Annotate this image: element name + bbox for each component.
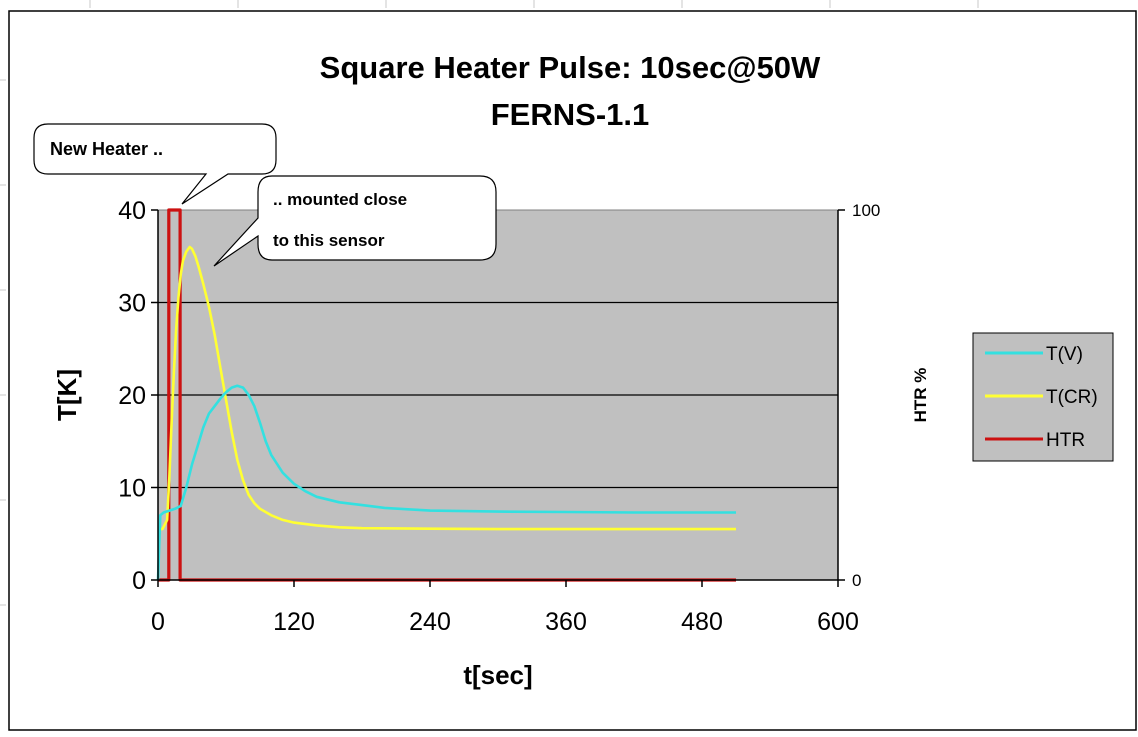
callout-mounted-close-line1: .. mounted close xyxy=(273,190,407,209)
x-tick-label: 480 xyxy=(681,608,723,636)
x-tick-label: 360 xyxy=(545,608,587,636)
callout-new-heater: New Heater .. xyxy=(33,123,277,205)
y-tick-label: 30 xyxy=(118,290,146,318)
y-tick-label: 20 xyxy=(118,382,146,410)
legend-label-htr: HTR xyxy=(1046,430,1085,451)
legend-label-tv: T(V) xyxy=(1046,344,1083,365)
x-tick-label: 120 xyxy=(273,608,315,636)
series-tcr-line xyxy=(158,245,736,531)
legend-label-tcr: T(CR) xyxy=(1046,387,1098,408)
callout-mounted-close-line2: to this sensor xyxy=(273,231,385,250)
x-tick-label: 600 xyxy=(817,608,859,636)
x-tick-label: 0 xyxy=(151,608,165,636)
callout-mounted-close-bubble xyxy=(213,175,497,267)
y-tick-label: 40 xyxy=(118,197,146,225)
gridlines xyxy=(158,301,838,489)
chart-subtitle: FERNS-1.1 xyxy=(491,97,649,132)
callout-mounted-close: .. mounted close to this sensor xyxy=(213,175,497,267)
y2-axis-title: HTR % xyxy=(911,368,930,423)
callout-new-heater-bubble xyxy=(33,123,277,205)
legend: T(V) T(CR) HTR xyxy=(972,332,1114,462)
chart-title: Square Heater Pulse: 10sec@50W xyxy=(320,50,821,85)
x-axis-title: t[sec] xyxy=(463,660,532,690)
y-axis-title: T[K] xyxy=(52,369,82,421)
axes: 0 10 20 30 40 0 100 0 120 240 360 480 600 xyxy=(118,197,880,636)
x-tick-label: 240 xyxy=(409,608,451,636)
y2-tick-label: 100 xyxy=(852,201,880,220)
y-tick-label: 10 xyxy=(118,475,146,503)
y2-tick-label: 0 xyxy=(852,571,861,590)
series-tv-line xyxy=(156,384,736,581)
callout-new-heater-text: New Heater .. xyxy=(50,139,163,159)
y-tick-label: 0 xyxy=(132,567,146,595)
